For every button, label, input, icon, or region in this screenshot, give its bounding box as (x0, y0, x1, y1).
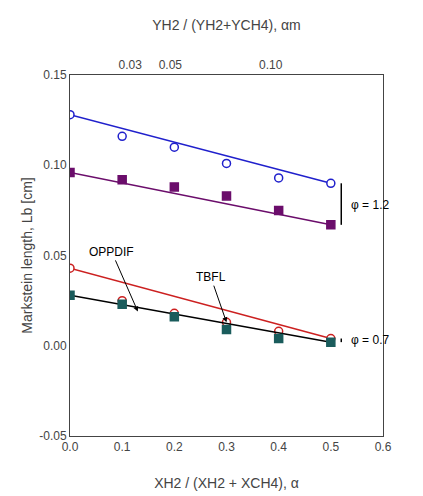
svg-text:0.6: 0.6 (375, 440, 392, 454)
svg-text:0.1: 0.1 (114, 440, 131, 454)
svg-text:φ = 0.7: φ = 0.7 (351, 333, 389, 347)
svg-text:0.05: 0.05 (43, 249, 67, 263)
svg-text:0.10: 0.10 (43, 158, 67, 172)
svg-text:0.0: 0.0 (62, 440, 79, 454)
svg-text:φ = 1.2: φ = 1.2 (351, 198, 389, 212)
svg-text:0.03: 0.03 (119, 58, 143, 72)
svg-text:0.15: 0.15 (43, 68, 67, 82)
svg-text:0.00: 0.00 (43, 339, 67, 353)
svg-text:0.3: 0.3 (218, 440, 235, 454)
svg-text:OPPDIF: OPPDIF (89, 245, 134, 259)
svg-text:0.5: 0.5 (322, 440, 339, 454)
svg-text:0.05: 0.05 (159, 58, 183, 72)
svg-text:TBFL: TBFL (196, 270, 226, 284)
svg-text:XH2 / (XH2 + XCH4), α: XH2 / (XH2 + XCH4), α (154, 475, 299, 491)
svg-text:0.2: 0.2 (166, 440, 183, 454)
svg-text:-0.05: -0.05 (39, 429, 67, 443)
svg-text:YH2 / (YH2+YCH4), αm: YH2 / (YH2+YCH4), αm (152, 17, 301, 33)
svg-text:Markstein length, Lb [cm]: Markstein length, Lb [cm] (19, 177, 35, 333)
svg-text:0.10: 0.10 (259, 58, 283, 72)
svg-text:0.4: 0.4 (270, 440, 287, 454)
